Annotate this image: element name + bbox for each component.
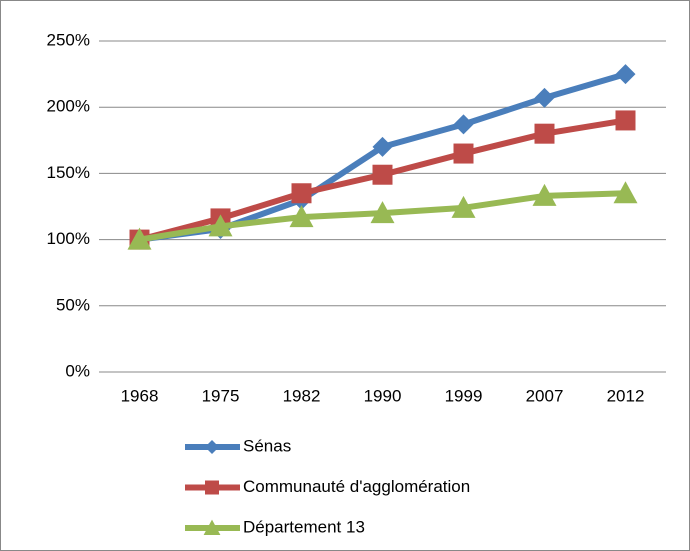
data-point [615, 64, 636, 85]
legend-label: Département 13 [243, 517, 365, 536]
legend-marker [205, 480, 219, 495]
y-tick-label: 200% [47, 97, 90, 116]
x-tick-label: 1990 [364, 386, 402, 405]
y-tick-label: 50% [56, 295, 90, 314]
x-tick-label: 2007 [526, 386, 564, 405]
data-point [615, 110, 636, 131]
y-tick-label: 150% [47, 163, 90, 182]
y-tick-label: 100% [47, 229, 90, 248]
data-point [451, 195, 476, 218]
data-point [453, 143, 474, 164]
legend-label: Communauté d'agglomération [243, 477, 470, 496]
x-tick-label: 2012 [607, 386, 645, 405]
legend-label: Sénas [243, 436, 291, 455]
x-tick-label: 1975 [202, 386, 240, 405]
data-point [370, 201, 395, 224]
data-point [372, 136, 393, 157]
data-point [534, 123, 555, 144]
y-tick-label: 250% [47, 30, 90, 49]
data-point [127, 227, 152, 250]
data-point [532, 183, 557, 206]
legend-marker [203, 519, 221, 535]
data-point [534, 87, 555, 108]
data-point [372, 164, 393, 185]
data-point [613, 181, 638, 204]
x-tick-label: 1982 [283, 386, 321, 405]
legend-marker [205, 440, 219, 454]
x-tick-label: 1999 [445, 386, 483, 405]
data-point [289, 205, 314, 228]
y-tick-label: 0% [65, 361, 90, 380]
x-tick-label: 1968 [121, 386, 159, 405]
data-point [208, 214, 233, 237]
data-point [453, 114, 474, 135]
data-point [291, 183, 312, 204]
